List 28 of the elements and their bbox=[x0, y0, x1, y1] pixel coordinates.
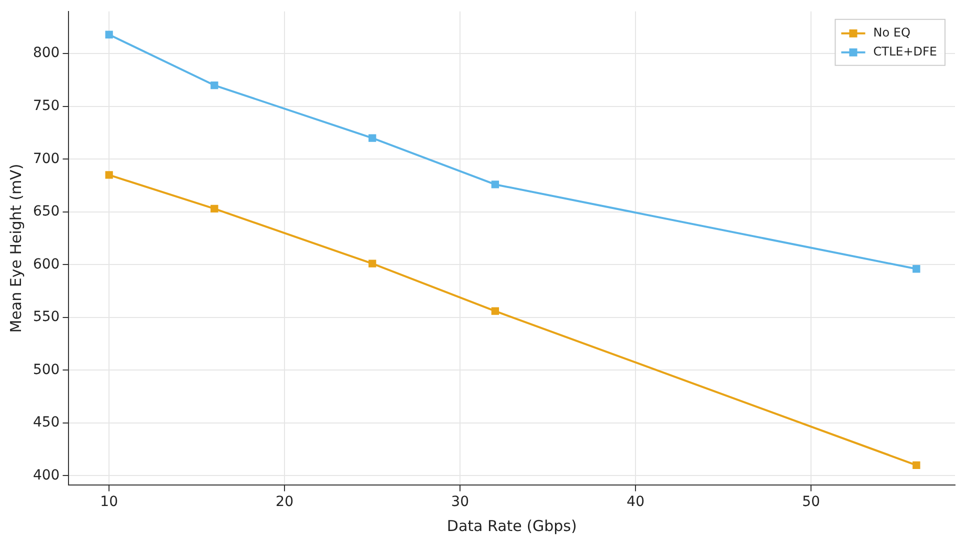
y-tick-label: 800 bbox=[32, 45, 60, 62]
x-axis-title: Data Rate (Gbps) bbox=[446, 516, 577, 535]
point bbox=[912, 265, 920, 273]
x-tick-label: 20 bbox=[276, 494, 294, 510]
point bbox=[912, 461, 920, 469]
y-tick-label: 500 bbox=[32, 362, 60, 378]
y-axis-title: Mean Eye Height (mV) bbox=[6, 164, 25, 333]
point bbox=[368, 260, 376, 268]
point bbox=[491, 180, 500, 188]
point bbox=[491, 307, 500, 315]
x-tick-label: 30 bbox=[451, 494, 469, 510]
x-tick-label: 10 bbox=[100, 494, 118, 510]
point bbox=[105, 171, 113, 179]
y-tick-label: 550 bbox=[32, 309, 60, 326]
point bbox=[210, 81, 218, 90]
y-tick-label: 750 bbox=[32, 98, 60, 114]
x-tick-label: 50 bbox=[802, 494, 820, 510]
y-tick-label: 700 bbox=[32, 150, 60, 167]
y-tick-label: 400 bbox=[32, 467, 60, 484]
legend-label: CTLE+DFE bbox=[873, 44, 938, 59]
x-tick-label: 40 bbox=[626, 494, 645, 510]
y-tick-label: 600 bbox=[32, 256, 60, 272]
y-tick-label: 450 bbox=[32, 414, 60, 431]
legend-label: No EQ bbox=[873, 26, 910, 40]
y-tick-label: 650 bbox=[32, 204, 60, 220]
point bbox=[105, 30, 113, 38]
point bbox=[368, 134, 376, 142]
point bbox=[210, 204, 218, 213]
